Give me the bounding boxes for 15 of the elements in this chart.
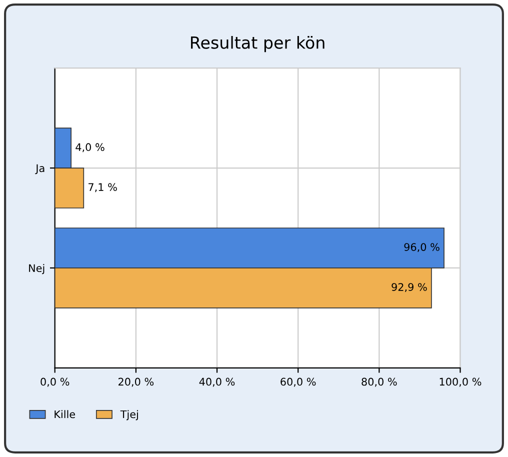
x-tick-label: 100,0 % (440, 378, 482, 387)
x-tick-label: 60,0 % (280, 378, 316, 387)
y-tick-label: Ja (35, 164, 44, 174)
x-tick-label: 0,0 % (40, 378, 70, 387)
x-tick-label: 80,0 % (362, 378, 397, 387)
data-label: 4,0 % (76, 143, 104, 152)
legend-label: Kille (54, 410, 76, 418)
data-label: 92,9 % (392, 283, 427, 292)
data-label: 96,0 % (404, 243, 440, 252)
chart-title: Resultat per kön (191, 36, 324, 52)
y-tick-label: Nej (29, 264, 44, 274)
legend-label: Tjej (120, 410, 138, 420)
x-tick-label: 20,0 % (118, 378, 154, 387)
x-tick-label: 40,0 % (199, 378, 235, 387)
data-label: 7,1 % (88, 183, 117, 192)
